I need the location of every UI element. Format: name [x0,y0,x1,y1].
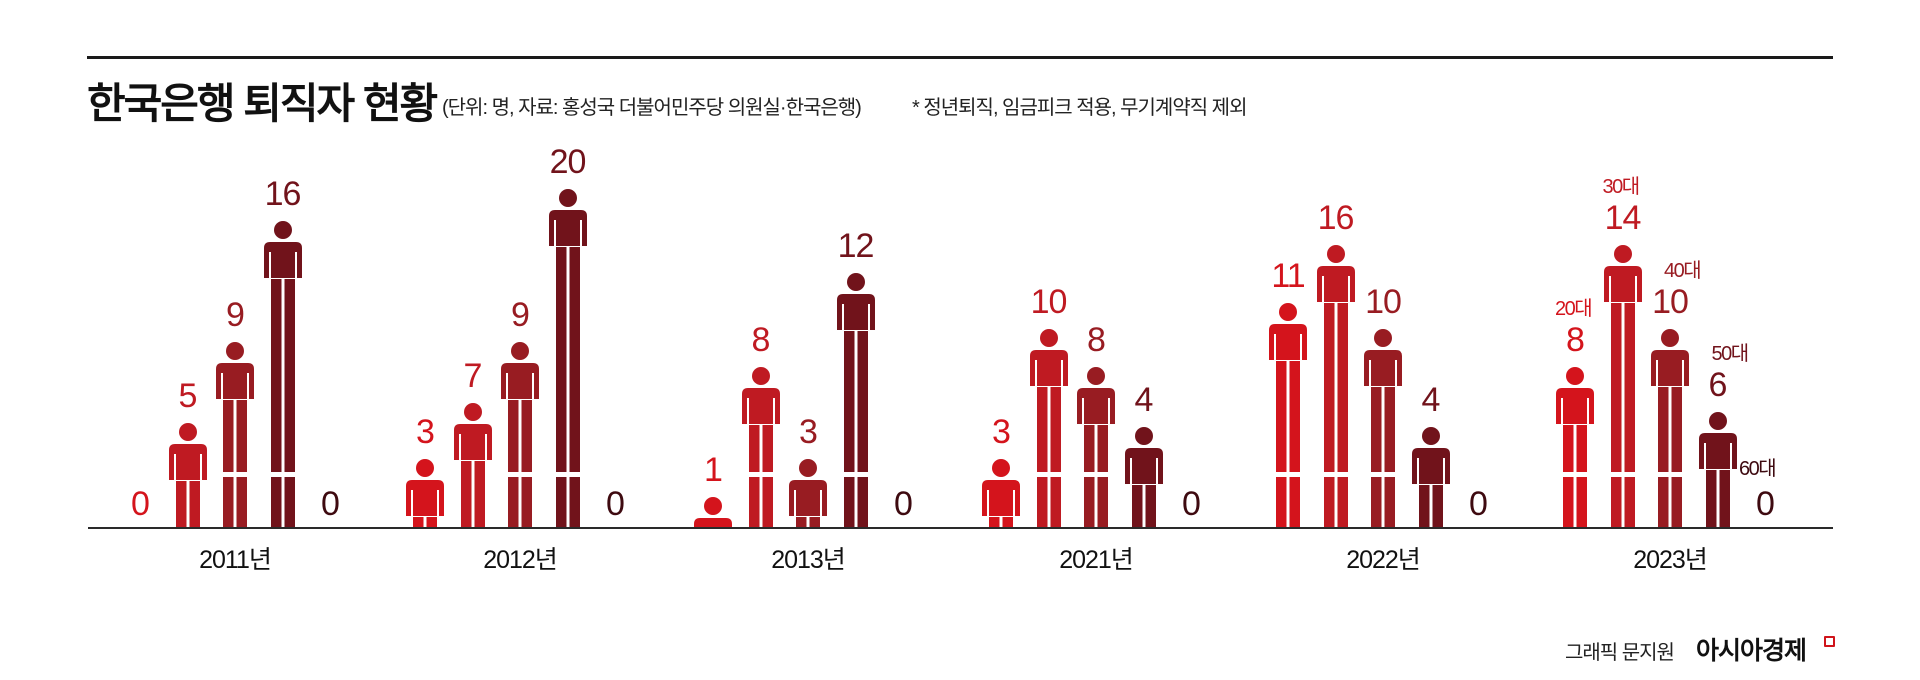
age-group-label: 60대 [1739,458,1777,480]
graphic-credit: 그래픽 문지원 [1565,642,1675,664]
value-label: 16 [264,175,302,213]
person-icon [263,221,302,527]
person-icon [1269,303,1307,527]
year-label: 2023년 [1633,546,1708,574]
value-label: 3 [799,413,818,451]
value-label: 0 [1756,485,1775,523]
year-label: 2022년 [1346,546,1421,574]
person-icon [982,459,1020,527]
value-label: 1 [704,451,723,489]
person-icon [1077,367,1115,527]
x-axis-line [88,527,1833,529]
value-label: 8 [1087,321,1106,359]
person-icon [1698,412,1737,527]
header-rule [87,56,1833,59]
person-icon [168,423,207,527]
value-label: 9 [511,296,530,334]
brand-logo: 아시아경제 [1696,637,1807,665]
chart-note: * 정년퇴직, 임금피크 적용, 무기계약직 제외 [912,97,1247,119]
chart-subtitle: (단위: 명, 자료: 홍성국 더불어민주당 의원실·한국은행) [442,97,862,119]
person-icon [406,459,444,527]
value-label: 0 [131,485,150,523]
value-label: 4 [1421,381,1441,419]
age-group-label: 50대 [1711,343,1750,365]
person-icon [1124,427,1163,527]
value-label: 10 [1652,283,1689,321]
person-icon [789,459,827,527]
person-icon [548,189,587,527]
person-icon [1603,245,1642,527]
value-label: 3 [416,413,435,451]
value-label: 3 [992,413,1011,451]
value-label: 5 [178,377,198,415]
value-label: 0 [606,485,625,523]
value-label: 10 [1030,283,1068,321]
value-label: 4 [1134,381,1154,419]
person-icon [1651,329,1689,527]
value-label: 11 [1271,257,1305,295]
value-label: 16 [1317,199,1355,237]
value-label: 0 [1469,485,1488,523]
year-label: 2012년 [483,546,558,574]
age-group-label: 30대 [1602,176,1641,198]
age-group-label: 40대 [1664,260,1702,282]
value-label: 6 [1708,366,1728,404]
value-label: 12 [837,227,875,265]
person-icon [694,497,732,527]
year-label: 2011년 [199,546,272,574]
value-label: 0 [1182,485,1201,523]
person-icon [1556,367,1594,527]
person-icon [453,403,492,527]
person-icon [216,342,254,527]
person-icon [836,273,875,527]
value-label: 8 [751,321,771,359]
person-icon [1364,329,1402,527]
value-label: 7 [463,357,483,395]
person-icon [1411,427,1450,527]
brand-mark-icon [1824,636,1835,647]
year-label: 2021년 [1059,546,1134,574]
value-label: 0 [321,485,340,523]
value-label: 20 [549,143,587,181]
age-group-label: 20대 [1555,298,1593,320]
value-label: 9 [226,296,245,334]
person-icon [1316,245,1355,527]
person-icon [1029,329,1068,527]
year-label: 2013년 [771,546,846,574]
value-label: 14 [1604,199,1642,237]
value-label: 10 [1365,283,1402,321]
person-icon [501,342,539,527]
person-icon [741,367,780,527]
value-label: 8 [1566,321,1585,359]
value-label: 0 [894,485,913,523]
chart-title: 한국은행 퇴직자 현황 [87,80,438,127]
